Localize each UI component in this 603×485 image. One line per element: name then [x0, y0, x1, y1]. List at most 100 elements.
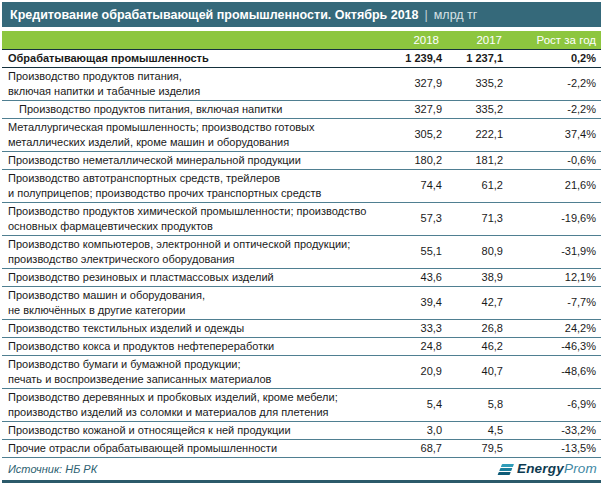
table-row: Прочие отрасли обрабатывающей промышленн… — [2, 439, 601, 457]
row-name: Обрабатывающая промышленность — [2, 49, 390, 67]
logo-text-prom: Prom — [564, 461, 597, 476]
row-growth: -2,2% — [508, 67, 601, 100]
table-row: Металлургическая промышленность; произво… — [2, 118, 601, 151]
row-value-2017: 61,2 — [445, 169, 508, 202]
table-row: Производство продуктов питания, включая … — [2, 67, 601, 100]
table-row: Производство бумаги и бумажной продукции… — [2, 355, 601, 388]
row-value-2018: 57,3 — [390, 202, 445, 235]
row-value-2017: 71,3 — [445, 202, 508, 235]
row-name: Производство текстильных изделий и одежд… — [2, 319, 390, 337]
energyprom-logo-icon — [498, 463, 515, 475]
row-value-2018: 24,8 — [390, 337, 445, 355]
row-growth: 12,1% — [508, 268, 601, 286]
table-row: Обрабатывающая промышленность 1 239,4 1 … — [2, 49, 601, 67]
table-row: Производство кокса и продуктов нефтепере… — [2, 337, 601, 355]
row-value-2017: 4,5 — [445, 421, 508, 439]
title-bar: Кредитование обрабатывающей промышленнос… — [2, 2, 601, 27]
row-value-2018: 3,0 — [390, 421, 445, 439]
table-row: Производство деревянных и пробковых изде… — [2, 388, 601, 421]
row-growth: -19,6% — [508, 202, 601, 235]
row-value-2018: 33,3 — [390, 319, 445, 337]
page-title: Кредитование обрабатывающей промышленнос… — [10, 8, 419, 22]
logo-text-energy: Energy — [517, 461, 564, 476]
row-value-2017: 38,9 — [445, 268, 508, 286]
row-value-2017: 46,2 — [445, 337, 508, 355]
row-value-2017: 5,8 — [445, 388, 508, 421]
row-growth: -33,2% — [508, 421, 601, 439]
title-unit: млрд тг — [434, 8, 478, 22]
row-growth: 37,4% — [508, 118, 601, 151]
row-name: Производство машин и оборудования, не вк… — [2, 286, 390, 319]
bottom-accent-bar — [2, 480, 601, 483]
table-row: Производство машин и оборудования, не вк… — [2, 286, 601, 319]
row-growth: -6,9% — [508, 388, 601, 421]
row-name: Производство компьютеров, электронной и … — [2, 235, 390, 268]
row-value-2018: 43,6 — [390, 268, 445, 286]
row-name: Производство кокса и продуктов нефтепере… — [2, 337, 390, 355]
row-value-2018: 39,4 — [390, 286, 445, 319]
row-growth: -0,6% — [508, 151, 601, 169]
row-value-2018: 68,7 — [390, 439, 445, 457]
row-name: Металлургическая промышленность; произво… — [2, 118, 390, 151]
row-growth: 0,2% — [508, 49, 601, 67]
energyprom-logo-text: EnergyProm — [517, 461, 597, 476]
table-row: Производство кожаной и относящейся к ней… — [2, 421, 601, 439]
row-growth: -46,3% — [508, 337, 601, 355]
row-growth: -2,2% — [508, 100, 601, 118]
row-name: Производство продуктов химической промыш… — [2, 202, 390, 235]
energyprom-logo: EnergyProm — [500, 461, 597, 476]
row-value-2018: 5,4 — [390, 388, 445, 421]
table-row: Производство автотранспортных средств, т… — [2, 169, 601, 202]
row-growth: -48,6% — [508, 355, 601, 388]
row-growth: -7,7% — [508, 286, 601, 319]
row-value-2017: 40,7 — [445, 355, 508, 388]
source-note: Источник: НБ РК — [8, 463, 97, 475]
row-value-2017: 335,2 — [445, 67, 508, 100]
table-row: Производство продуктов питания, включая … — [2, 100, 601, 118]
row-value-2018: 327,9 — [390, 67, 445, 100]
row-growth: 21,6% — [508, 169, 601, 202]
row-value-2018: 20,9 — [390, 355, 445, 388]
row-growth: -31,9% — [508, 235, 601, 268]
row-value-2017: 80,9 — [445, 235, 508, 268]
row-value-2017: 42,7 — [445, 286, 508, 319]
column-header-row: 2018 2017 Рост за год — [2, 31, 601, 49]
table-row: Производство продуктов химической промыш… — [2, 202, 601, 235]
row-growth: -13,5% — [508, 439, 601, 457]
row-value-2017: 181,2 — [445, 151, 508, 169]
table-row: Производство текстильных изделий и одежд… — [2, 319, 601, 337]
table-row: Производство неметаллической минеральной… — [2, 151, 601, 169]
row-name: Производство автотранспортных средств, т… — [2, 169, 390, 202]
row-name: Производство бумаги и бумажной продукции… — [2, 355, 390, 388]
row-value-2018: 74,4 — [390, 169, 445, 202]
row-value-2017: 1 237,1 — [445, 49, 508, 67]
row-name: Производство деревянных и пробковых изде… — [2, 388, 390, 421]
table-body: Обрабатывающая промышленность 1 239,4 1 … — [2, 49, 601, 457]
row-value-2018: 327,9 — [390, 100, 445, 118]
column-header-2017: 2017 — [445, 31, 508, 49]
row-name: Производство неметаллической минеральной… — [2, 151, 390, 169]
row-growth: 24,2% — [508, 319, 601, 337]
credit-table: 2018 2017 Рост за год Обрабатывающая про… — [2, 31, 601, 458]
row-value-2018: 305,2 — [390, 118, 445, 151]
row-name: Производство резиновых и пластмассовых и… — [2, 268, 390, 286]
column-header-growth: Рост за год — [508, 31, 601, 49]
footer: Источник: НБ РК EnergyProm — [2, 458, 601, 481]
row-value-2018: 1 239,4 — [390, 49, 445, 67]
column-header-name — [2, 31, 390, 49]
infographic-page: Кредитование обрабатывающей промышленнос… — [0, 0, 603, 485]
title-separator: | — [425, 8, 428, 22]
row-value-2018: 55,1 — [390, 235, 445, 268]
row-value-2018: 180,2 — [390, 151, 445, 169]
row-value-2017: 79,5 — [445, 439, 508, 457]
row-value-2017: 26,8 — [445, 319, 508, 337]
row-name: Прочие отрасли обрабатывающей промышленн… — [2, 439, 390, 457]
row-value-2017: 335,2 — [445, 100, 508, 118]
row-name: Производство продуктов питания, включая … — [2, 67, 390, 100]
row-name: Производство кожаной и относящейся к ней… — [2, 421, 390, 439]
row-value-2017: 222,1 — [445, 118, 508, 151]
row-name: Производство продуктов питания, включая … — [2, 100, 390, 118]
table-row: Производство резиновых и пластмассовых и… — [2, 268, 601, 286]
table-row: Производство компьютеров, электронной и … — [2, 235, 601, 268]
column-header-2018: 2018 — [390, 31, 445, 49]
